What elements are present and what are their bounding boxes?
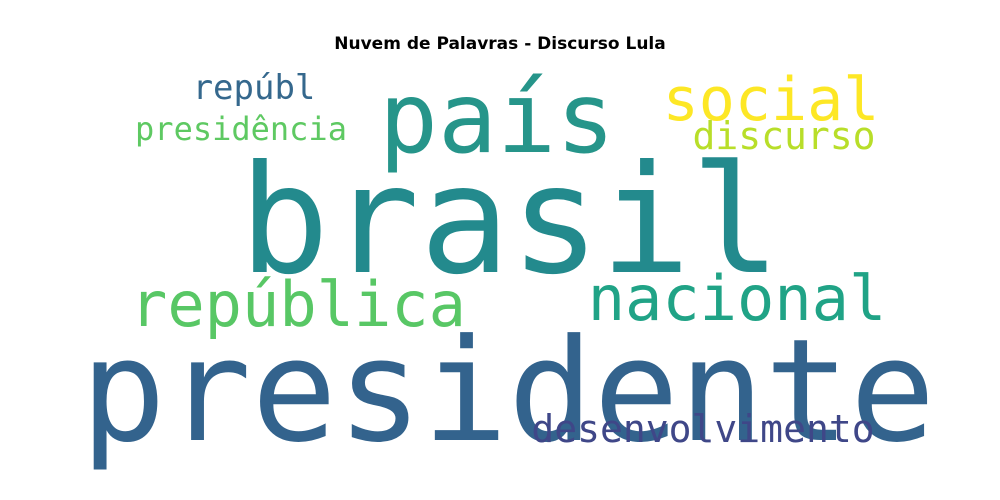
word-7: desenvolvimento <box>531 407 874 451</box>
word-9: repúbl <box>193 68 316 108</box>
word-5: social <box>663 65 880 135</box>
chart-title: Nuvem de Palavras - Discurso Lula <box>334 34 666 54</box>
word-4: república <box>130 268 466 341</box>
word-0: brasil <box>239 134 781 308</box>
word-1: presidente <box>81 309 936 474</box>
word-8: presidência <box>135 110 347 148</box>
word-2: país <box>379 62 615 176</box>
word-6: discurso <box>692 114 875 158</box>
word-3: nacional <box>588 262 887 335</box>
